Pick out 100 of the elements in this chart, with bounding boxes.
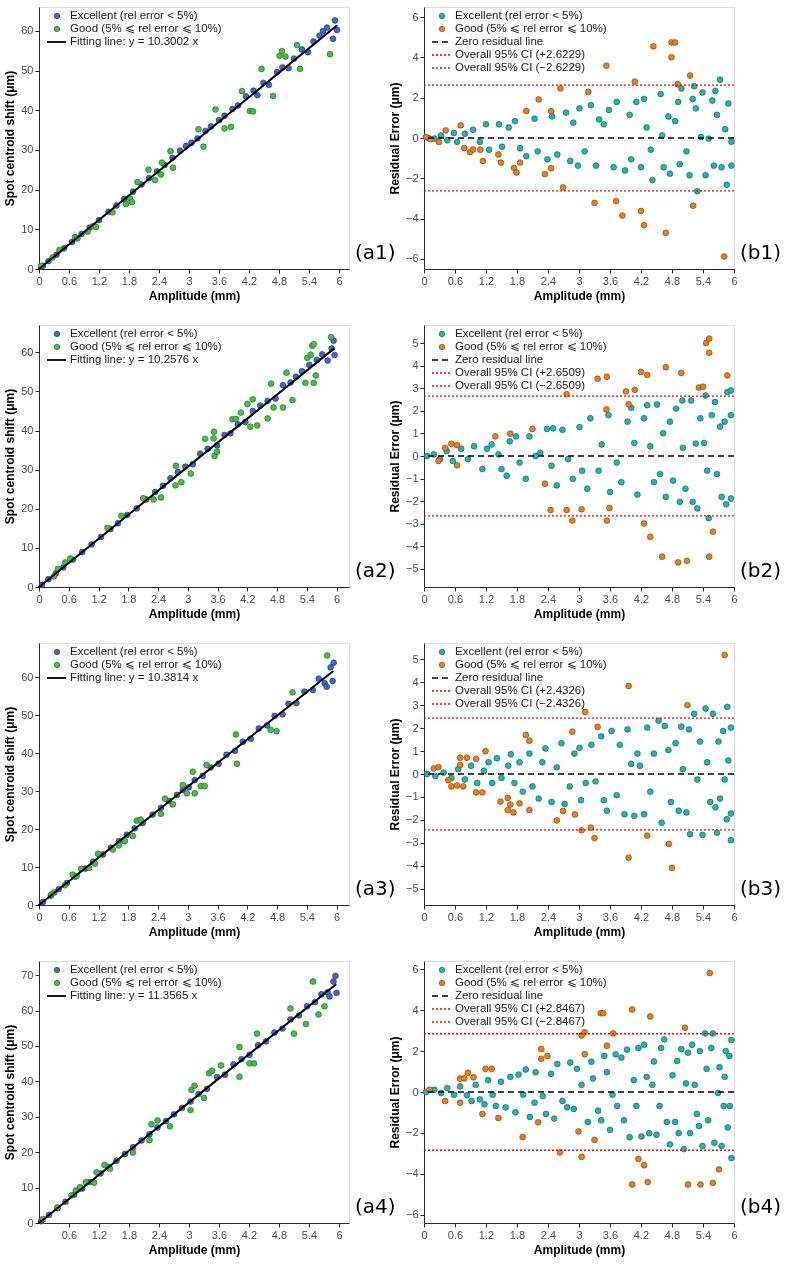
- y-tick-label: 6: [412, 10, 419, 23]
- y-tick-label: 40: [21, 1074, 34, 1087]
- y-tick-label: −6: [405, 1208, 419, 1221]
- y-tick-label: 3: [412, 698, 419, 711]
- x-tick-label: 0.6: [447, 910, 464, 923]
- x-tick-label: 4.2: [633, 592, 650, 605]
- x-tick-label: 4.8: [271, 274, 288, 287]
- x-tick-label: 3.6: [602, 274, 619, 287]
- x-axis-title: Amplitude (mm): [533, 606, 626, 621]
- y-tick-label: 0: [412, 449, 419, 462]
- y-tick-label: 0: [412, 1085, 419, 1098]
- y-tick-label: −4: [405, 539, 419, 552]
- x-tick-label: 3.6: [211, 1228, 228, 1241]
- x-tick-label: 4.8: [269, 910, 286, 923]
- legend-label: Good (5% ⩽ rel error ⩽ 10%): [455, 22, 607, 34]
- legend-label: Fitting line: y = 10.3814 x: [70, 671, 199, 683]
- y-tick-label: −2: [405, 1126, 419, 1139]
- x-tick-label: 3.6: [210, 910, 226, 923]
- x-tick-label: 4.2: [633, 1228, 650, 1241]
- x-tick-label: 5.4: [695, 910, 712, 923]
- x-axis-title: Amplitude (mm): [533, 1242, 626, 1257]
- x-tick-label: 1.2: [478, 592, 495, 605]
- y-tick-label: 4: [412, 359, 419, 372]
- y-tick-label: −6: [405, 252, 419, 265]
- x-tick-label: 1.8: [121, 592, 137, 605]
- y-tick-label: −5: [405, 562, 419, 575]
- x-tick-label: 3: [576, 274, 583, 287]
- x-tick-label: 4.2: [240, 910, 256, 923]
- x-tick-label: 5.4: [695, 592, 712, 605]
- y-tick-label: 4: [412, 50, 419, 63]
- y-tick-label: 50: [21, 708, 34, 721]
- text: (b4): [740, 1194, 782, 1218]
- x-tick-label: 6: [731, 910, 738, 923]
- x-tick-label: 1.2: [91, 592, 107, 605]
- x-tick-label: 4.8: [664, 592, 681, 605]
- x-tick-label: 1.8: [121, 274, 138, 287]
- x-tick-label: 5.4: [301, 274, 318, 287]
- x-tick-label: 1.2: [91, 910, 107, 923]
- y-tick-label: −3: [405, 517, 419, 530]
- text: (a2): [355, 558, 396, 582]
- y-tick-label: 1: [412, 426, 419, 439]
- x-tick-label: 4.2: [633, 274, 650, 287]
- x-tick-label: 1.8: [509, 1228, 526, 1241]
- x-tick-label: 2.4: [540, 274, 557, 287]
- x-axis-title: Amplitude (mm): [148, 924, 241, 939]
- x-tick-label: 6: [731, 1228, 738, 1241]
- legend-label: Overall 95% CI (−2.6229): [455, 61, 586, 73]
- x-tick-label: 1.2: [478, 274, 495, 287]
- y-tick-label: −4: [405, 1167, 419, 1180]
- y-axis-title: Residual Error (μm): [387, 1036, 402, 1149]
- x-axis-title: Amplitude (mm): [148, 606, 241, 621]
- y-tick-label: 5: [412, 652, 419, 665]
- x-tick-label: 4.8: [271, 1228, 288, 1241]
- y-tick-label: 20: [21, 822, 34, 835]
- y-tick-label: 60: [21, 345, 34, 358]
- y-tick-label: 50: [21, 64, 34, 77]
- x-tick-label: 5.4: [299, 910, 315, 923]
- x-tick-label: 3: [186, 1228, 193, 1241]
- x-tick-label: 2.4: [150, 910, 167, 923]
- legend-label: Good (5% ⩽ rel error ⩽ 10%): [70, 976, 222, 988]
- y-tick-label: 0: [412, 767, 419, 780]
- x-tick-label: 0: [421, 274, 428, 287]
- legend-label: Zero residual line: [455, 671, 544, 683]
- y-tick-label: 20: [21, 183, 34, 196]
- y-tick-label: −4: [405, 859, 419, 872]
- y-tick-label: 40: [21, 424, 34, 437]
- x-tick-label: 1.2: [91, 1228, 108, 1241]
- y-tick-label: −2: [405, 171, 419, 184]
- legend-label: Overall 95% CI (−2.6509): [455, 379, 586, 391]
- y-tick-label: −1: [405, 790, 419, 803]
- x-tick-label: 1.2: [478, 1228, 495, 1241]
- legend-label: Excellent (rel error < 5%): [455, 645, 583, 657]
- y-tick-label: 6: [412, 962, 419, 975]
- x-tick-label: 4.2: [633, 910, 650, 923]
- x-tick-label: 3: [576, 1228, 583, 1241]
- x-tick-label: 1.8: [509, 592, 526, 605]
- legend-label: Fitting line: y = 10.3002 x: [70, 35, 199, 47]
- x-tick-label: 1.8: [121, 1228, 138, 1241]
- y-tick-label: 2: [412, 91, 419, 104]
- y-axis-title: Spot centroid shift (μm): [3, 1024, 18, 1161]
- x-tick-label: 6: [731, 592, 738, 605]
- x-tick-label: 4.8: [269, 592, 286, 605]
- y-tick-label: 40: [21, 746, 34, 759]
- y-tick-label: 10: [21, 222, 34, 235]
- x-tick-label: 0: [36, 274, 43, 287]
- x-tick-label: 3: [576, 910, 583, 923]
- text: (a4): [355, 1194, 396, 1218]
- x-tick-label: 2.4: [151, 274, 168, 287]
- legend-label: Overall 95% CI (+2.4326): [455, 684, 586, 696]
- x-tick-label: 1.2: [478, 910, 495, 923]
- y-tick-label: 60: [21, 24, 34, 37]
- x-tick-label: 4.2: [241, 274, 258, 287]
- x-axis-title: Amplitude (mm): [533, 924, 626, 939]
- x-tick-label: 0.6: [447, 274, 464, 287]
- x-tick-label: 3: [576, 592, 583, 605]
- x-tick-label: 2.4: [151, 1228, 168, 1241]
- x-tick-label: 6: [334, 910, 341, 923]
- x-tick-label: 6: [731, 274, 738, 287]
- x-tick-label: 5.4: [695, 274, 712, 287]
- legend-label: Overall 95% CI (+2.6229): [455, 48, 586, 60]
